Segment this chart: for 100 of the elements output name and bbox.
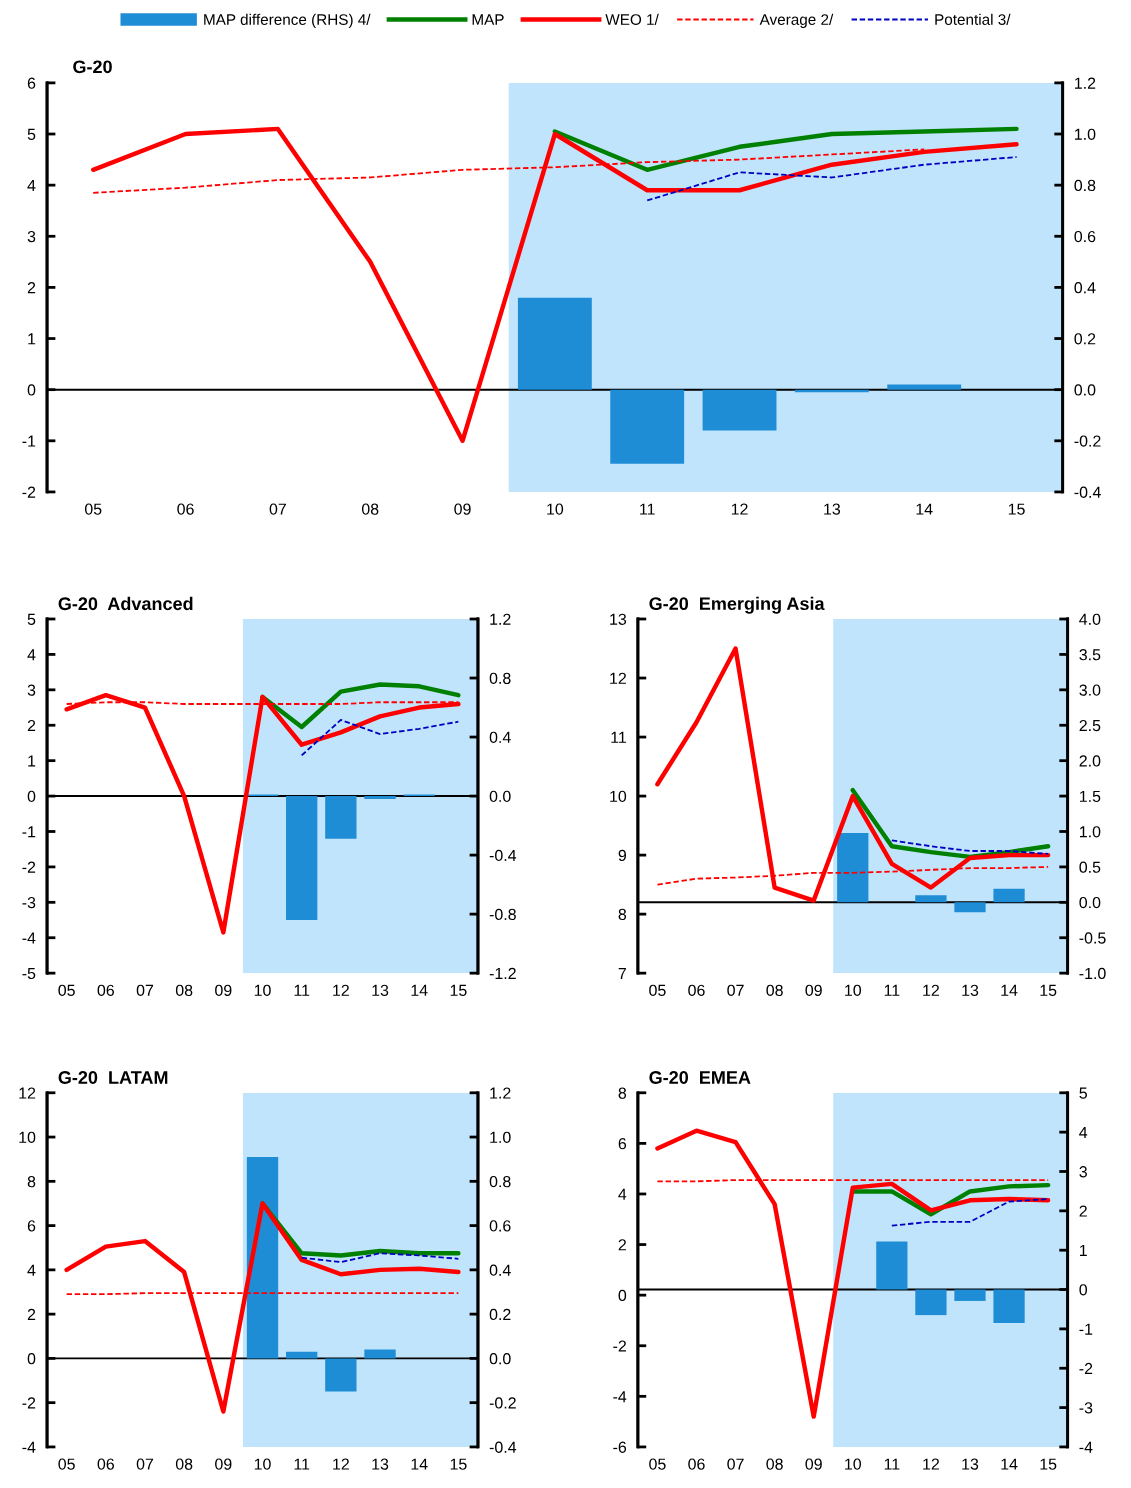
x-tick-label: 15: [450, 984, 467, 996]
x-tick-label: 05: [649, 984, 666, 996]
y2-tick-label: -1.0: [1079, 967, 1106, 980]
x-tick-label: 15: [1040, 984, 1057, 996]
x-tick-label: 15: [1008, 503, 1025, 515]
x-tick-label: 07: [727, 1458, 744, 1470]
y-tick-label: 0: [27, 384, 36, 396]
x-tick-label: 07: [136, 984, 154, 996]
bar: [702, 389, 777, 431]
y-tick-label: -1: [22, 826, 36, 838]
line-series: [300, 1252, 460, 1264]
x-tick-label: 09: [805, 1458, 822, 1470]
line-series: [64, 1201, 461, 1414]
y-tick-label: 5: [27, 613, 36, 625]
y2-tick-label: 0.0: [489, 790, 511, 803]
y2-tick-label: 0.4: [489, 1264, 511, 1276]
x-tick-label: 10: [254, 1458, 271, 1470]
y-tick-label: -2: [22, 861, 36, 873]
y2-tick-label: 0.6: [489, 1220, 511, 1232]
x-tick-label: 06: [688, 984, 705, 996]
y2-tick-label: 0.8: [489, 672, 511, 684]
y-tick-label: 8: [27, 1175, 36, 1188]
y-tick-label: 6: [27, 1220, 36, 1232]
y2-tick-label: -0.4: [489, 1441, 517, 1453]
y-tick-label: 4: [27, 649, 36, 661]
x-tick-label: 12: [333, 1458, 349, 1470]
y2-tick-label: 2: [1079, 1205, 1087, 1217]
y-tick-label: -6: [613, 1441, 627, 1453]
y2-tick-label: 0.4: [1074, 282, 1096, 294]
x-tick-label: 13: [824, 503, 841, 515]
y-tick-label: 6: [618, 1138, 627, 1150]
x-tick-label: 08: [766, 984, 783, 996]
bar: [887, 384, 962, 390]
y-tick-label: 1: [28, 333, 36, 345]
y2-tick-label: 0.0: [489, 1353, 511, 1365]
y2-tick-label: 3.5: [1079, 649, 1101, 661]
y-tick-label: 7: [618, 967, 626, 979]
y-tick-label: 5: [27, 128, 36, 140]
y-tick-label: 2: [618, 1239, 626, 1251]
bar: [993, 888, 1025, 903]
y2-tick-label: -2: [1079, 1362, 1093, 1375]
y-tick-label: 0: [27, 790, 36, 803]
y2-tick-label: -4: [1079, 1441, 1093, 1453]
y2-tick-label: -0.5: [1079, 932, 1106, 944]
x-tick-label: 05: [58, 1458, 75, 1470]
y2-tick-label: 0.4: [489, 731, 511, 743]
y-tick-label: 3: [27, 230, 36, 243]
y2-tick-label: 3.0: [1079, 684, 1101, 696]
x-tick-label: 12: [333, 984, 349, 996]
bar: [364, 1349, 396, 1359]
x-tick-label: 08: [175, 1458, 193, 1470]
y-tick-label: -3: [22, 896, 36, 909]
y2-tick-label: 2.0: [1079, 755, 1101, 767]
y-tick-label: -2: [613, 1340, 626, 1352]
x-tick-label: 06: [688, 1458, 705, 1470]
y-tick-label: 12: [19, 1087, 36, 1099]
y-tick-label: 2: [27, 282, 36, 294]
x-tick-label: 06: [177, 503, 194, 515]
y2-tick-label: -1: [1079, 1323, 1093, 1335]
y2-tick-label: -0.4: [1074, 486, 1101, 498]
y2-tick-label: 0.5: [1079, 861, 1101, 873]
y-tick-label: 9: [618, 849, 627, 862]
legend-label: Potential 3/: [935, 13, 1011, 25]
x-tick-label: 15: [450, 1458, 467, 1470]
y2-tick-label: 4: [1079, 1126, 1088, 1138]
x-tick-label: 07: [727, 984, 744, 996]
y-tick-label: 4: [27, 179, 36, 191]
bar: [246, 1156, 279, 1359]
y2-tick-label: 0.0: [1079, 896, 1101, 909]
line-series: [646, 156, 1018, 202]
y2-tick-label: 1: [1079, 1244, 1087, 1256]
chart-title: G-20: [73, 60, 112, 74]
x-tick-label: 09: [805, 984, 822, 996]
x-tick-label: 14: [411, 984, 428, 996]
y-tick-label: 11: [611, 731, 626, 743]
y2-tick-label: 0.6: [1074, 230, 1096, 243]
x-tick-label: 10: [845, 1458, 862, 1470]
x-tick-label: 13: [372, 1458, 389, 1470]
y2-tick-label: 1.5: [1079, 790, 1101, 803]
y-tick-label: 2: [27, 719, 36, 732]
x-tick-label: 13: [962, 984, 979, 996]
bar: [610, 389, 685, 464]
y2-tick-label: 0.8: [489, 1175, 511, 1188]
x-tick-label: 14: [916, 503, 933, 515]
y-tick-label: 4: [27, 1264, 36, 1276]
y2-tick-label: 0.0: [1074, 384, 1096, 396]
x-tick-label: 08: [361, 503, 379, 515]
y-tick-label: 10: [610, 790, 627, 803]
line-series: [90, 126, 1019, 444]
x-tick-label: 05: [84, 503, 102, 515]
bar: [915, 895, 947, 903]
x-tick-label: 06: [97, 1458, 114, 1470]
bar: [517, 297, 592, 390]
y2-tick-label: 5: [1079, 1087, 1087, 1099]
chart-title: G-20 Emerging Asia: [649, 596, 825, 614]
x-tick-label: 13: [962, 1458, 979, 1470]
x-tick-label: 10: [254, 984, 271, 996]
legend-label: MAP: [472, 14, 504, 25]
x-tick-label: 12: [731, 503, 748, 515]
x-tick-label: 13: [372, 984, 389, 996]
